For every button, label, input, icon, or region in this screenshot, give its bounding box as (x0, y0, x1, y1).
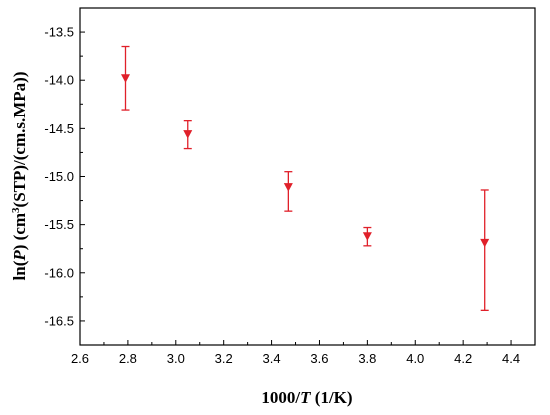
y-tick-label: -15.0 (44, 169, 74, 184)
y-tick-label: -14.5 (44, 121, 74, 136)
y-tick-label: -16.0 (44, 265, 74, 280)
y-axis-title-middle: ) (cm (10, 213, 29, 250)
y-axis-title-suffix: (STP)/(cm.s.MPa)) (10, 72, 29, 208)
x-axis-title-italic: T (300, 388, 311, 407)
x-tick-label: 3.2 (215, 351, 233, 366)
triangle-marker (480, 238, 490, 248)
data-point (183, 120, 193, 150)
x-tick-label: 2.6 (71, 351, 89, 366)
triangle-marker (183, 130, 193, 139)
data-point (121, 45, 130, 111)
x-tick-label: 4.4 (502, 351, 520, 366)
x-tick-label: 4.2 (454, 351, 472, 366)
x-axis: 2.6 2.8 3.0 3.2 3.4 3.6 3.8 4.0 4.2 4.4 (71, 340, 520, 366)
y-axis: -13.5 -14.0 -14.5 -15.0 -15.5 -16.0 -16.5 (44, 25, 85, 346)
x-tick-label: 3.6 (310, 351, 328, 366)
data-point (362, 226, 372, 247)
y-tick-label: -15.5 (44, 217, 74, 232)
x-tick-label: 3.0 (167, 351, 185, 366)
plot-frame (79, 7, 536, 346)
triangle-marker (121, 74, 130, 83)
y-axis-title-sup: 3 (10, 207, 22, 213)
y-axis-title: ln(P) (cm3(STP)/(cm.s.MPa)) (10, 72, 29, 281)
x-axis-title: 1000/T (1/K) (261, 388, 352, 407)
x-axis-title-suffix: (1/K) (311, 388, 353, 407)
y-axis-title-italic: P (10, 250, 29, 262)
x-axis-title-prefix: 1000/ (261, 388, 300, 407)
data-series (121, 45, 490, 311)
y-tick-label: -16.5 (44, 313, 74, 328)
x-tick-label: 2.8 (119, 351, 137, 366)
triangle-marker (283, 183, 293, 192)
triangle-marker (362, 232, 372, 241)
y-tick-label: -14.0 (44, 73, 74, 88)
y-tick-label: -13.5 (44, 25, 74, 40)
x-tick-label: 3.8 (358, 351, 376, 366)
data-point (283, 171, 293, 212)
x-tick-label: 3.4 (263, 351, 281, 366)
data-point (480, 189, 490, 311)
x-tick-label: 4.0 (406, 351, 424, 366)
y-axis-title-prefix: ln( (10, 260, 29, 280)
